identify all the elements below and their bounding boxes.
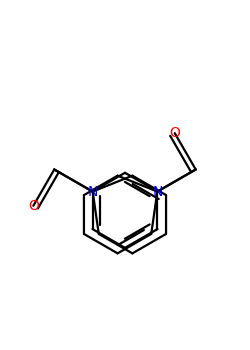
Text: N: N xyxy=(152,184,162,198)
Text: O: O xyxy=(28,199,39,213)
Text: N: N xyxy=(88,184,98,198)
Text: O: O xyxy=(169,126,180,140)
